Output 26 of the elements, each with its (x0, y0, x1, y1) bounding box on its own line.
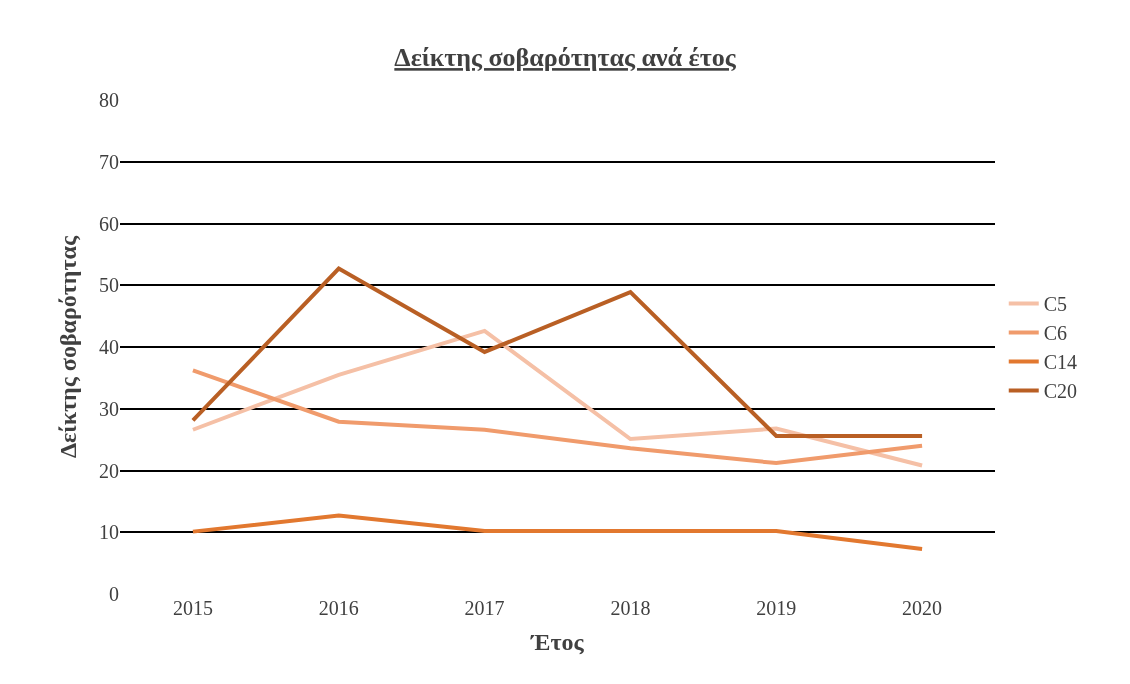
line-series (190, 368, 925, 466)
chart-title: Δείκτης σοβαρότητας ανά έτος (394, 43, 737, 73)
legend-label: C5 (1043, 293, 1068, 316)
line-series (190, 266, 925, 438)
y-tick-label: 60 (99, 212, 119, 235)
line-series (190, 513, 925, 551)
x-tick-label: 2015 (172, 597, 213, 619)
y-axis-title: Δείκτης σοβαρότητας (55, 235, 82, 459)
y-tick-label: 20 (99, 459, 119, 482)
x-tick-label: 2019 (756, 597, 797, 619)
legend-label: C20 (1043, 380, 1078, 403)
x-axis-title: Έτος (530, 629, 585, 656)
legend-label: C14 (1043, 351, 1078, 374)
x-tick-label: 2016 (318, 597, 359, 619)
x-tick-label: 2018 (610, 597, 651, 619)
y-tick-label: 70 (99, 150, 119, 173)
legend-label: C6 (1043, 322, 1068, 345)
y-tick-label: 0 (109, 583, 119, 605)
y-tick-label: 50 (99, 274, 119, 297)
x-tick-label: 2017 (464, 597, 505, 619)
line-series (190, 328, 925, 468)
y-tick-label: 30 (99, 397, 119, 420)
y-tick-label: 80 (99, 89, 119, 111)
y-tick-label: 40 (99, 336, 119, 358)
y-tick-label: 10 (99, 521, 119, 544)
x-tick-label: 2020 (902, 597, 943, 619)
